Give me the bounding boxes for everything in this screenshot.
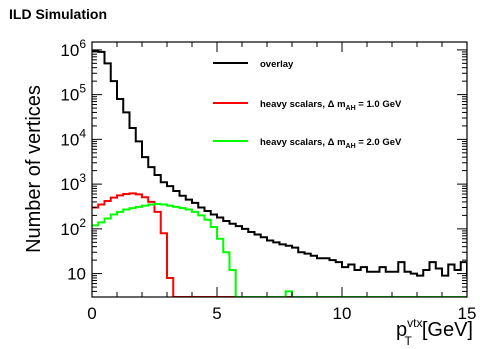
x-axis-label-main: p [396,319,407,341]
x-axis-label-sub: T [405,334,413,348]
series-line-1 [92,49,467,277]
series-layer [92,49,467,297]
x-axis-label-sup: vtx [407,316,422,330]
y-tick-label-1000: 103 [60,171,86,194]
y-tick-label-10: 10 [67,265,86,284]
y-tick-label-10000: 104 [60,126,86,149]
x-tick-label-0: 0 [87,304,96,323]
legend: overlay heavy scalars, Δ mAH = 1.0 GeV hea… [213,59,402,150]
x-axis-label-unit: [GeV] [422,319,473,341]
x-tick-label-10: 10 [333,304,352,323]
y-tick-label-100: 102 [60,216,86,239]
legend-label-3: heavy scalars, Δ mAH = 2.0 GeV [260,137,402,150]
axes-layer: 0 5 10 15 10 102 103 104 105 106 [60,37,476,323]
plot-frame [91,41,468,298]
x-tick-label-15: 15 [458,304,477,323]
legend-label-2: heavy scalars, Δ mAH = 1.0 GeV [260,99,402,112]
series-line-2 [92,192,292,297]
series-line-3 [92,202,467,297]
legend-label-1: overlay [260,59,294,70]
x-axis-label: pvtx T [GeV] [396,316,473,348]
y-tick-label-1000000: 106 [60,37,86,60]
y-tick-label-100000: 105 [60,82,86,105]
y-axis-label: Number of vertices [23,85,45,253]
x-tick-label-5: 5 [212,304,221,323]
chart-title: ILD Simulation [9,6,107,22]
